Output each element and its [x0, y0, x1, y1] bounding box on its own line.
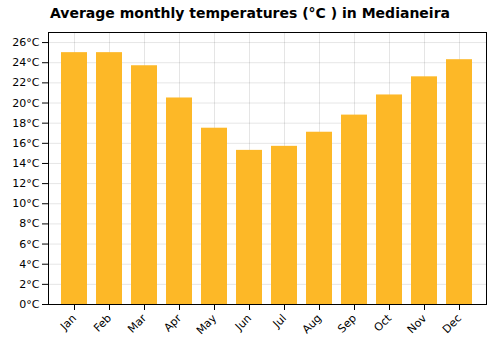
svg-text:8°C: 8°C — [19, 217, 39, 230]
svg-text:16°C: 16°C — [12, 137, 39, 150]
svg-text:6°C: 6°C — [19, 238, 39, 251]
svg-text:Feb: Feb — [91, 312, 114, 335]
svg-text:Nov: Nov — [405, 311, 430, 336]
svg-text:0°C: 0°C — [19, 298, 39, 311]
svg-text:May: May — [194, 311, 220, 337]
svg-text:2°C: 2°C — [19, 278, 39, 291]
svg-text:18°C: 18°C — [12, 117, 39, 130]
svg-text:10°C: 10°C — [12, 197, 39, 210]
svg-text:Mar: Mar — [125, 311, 149, 335]
svg-text:12°C: 12°C — [12, 177, 39, 190]
svg-text:24°C: 24°C — [12, 56, 39, 69]
svg-text:20°C: 20°C — [12, 97, 39, 110]
svg-text:Jun: Jun — [232, 312, 254, 334]
svg-text:Sep: Sep — [335, 312, 359, 336]
svg-text:4°C: 4°C — [19, 258, 39, 271]
svg-text:Apr: Apr — [161, 311, 184, 334]
svg-text:Aug: Aug — [300, 312, 324, 336]
svg-text:Oct: Oct — [371, 311, 394, 334]
svg-text:Dec: Dec — [440, 312, 464, 336]
svg-text:Jan: Jan — [57, 312, 79, 334]
svg-text:22°C: 22°C — [12, 76, 39, 89]
svg-text:26°C: 26°C — [12, 36, 39, 49]
svg-text:Jul: Jul — [270, 312, 289, 331]
html-text:Average monthly temperatures (: Average monthly temperatures (°C ) in Me… — [50, 5, 450, 21]
svg-text:14°C: 14°C — [12, 157, 39, 170]
